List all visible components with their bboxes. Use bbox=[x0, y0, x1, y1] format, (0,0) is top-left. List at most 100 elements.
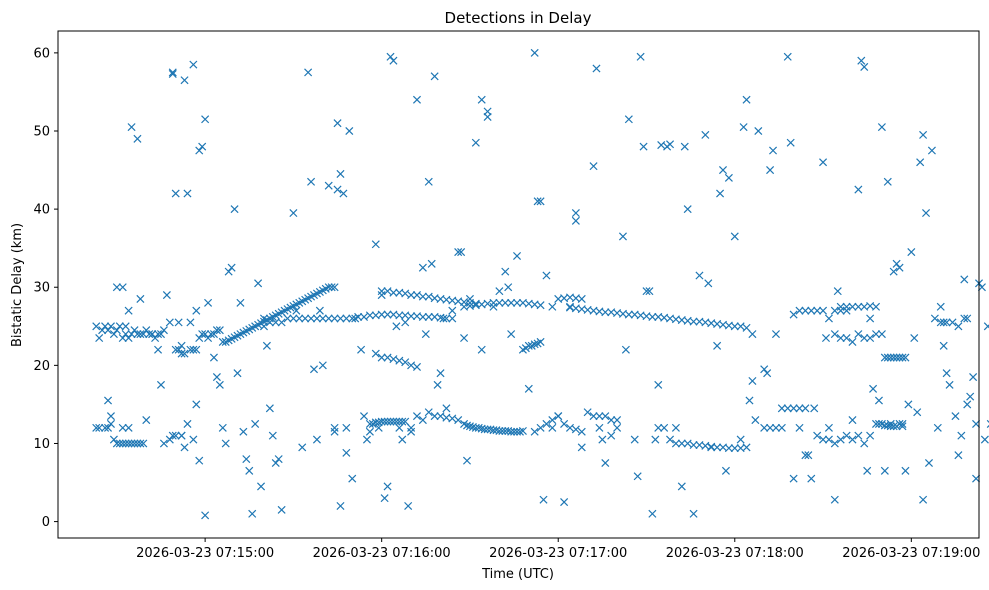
detection-marker bbox=[156, 330, 166, 339]
detection-marker bbox=[880, 466, 889, 475]
detection-marker bbox=[874, 396, 883, 405]
detection-marker bbox=[577, 294, 586, 303]
detection-marker bbox=[109, 435, 118, 444]
detection-marker bbox=[421, 330, 430, 339]
detection-marker bbox=[786, 138, 795, 147]
detection-marker bbox=[307, 314, 316, 323]
detection-marker bbox=[898, 419, 907, 428]
detection-marker bbox=[177, 349, 186, 358]
detection-marker bbox=[454, 248, 463, 257]
detection-marker bbox=[183, 419, 192, 428]
detection-marker bbox=[180, 76, 189, 85]
detection-marker bbox=[886, 422, 895, 431]
detection-marker bbox=[215, 326, 224, 335]
detection-marker bbox=[189, 345, 198, 354]
detection-marker bbox=[215, 380, 224, 389]
detection-marker bbox=[607, 431, 616, 440]
detection-marker bbox=[751, 416, 760, 425]
detection-marker bbox=[145, 330, 154, 339]
detection-marker bbox=[124, 423, 133, 432]
detection-marker bbox=[724, 173, 733, 182]
detection-marker bbox=[554, 412, 563, 421]
x-tick-label: 2026-03-23 07:18:00 bbox=[666, 546, 804, 561]
detection-marker bbox=[957, 431, 966, 440]
detection-marker bbox=[542, 271, 551, 280]
detection-marker bbox=[871, 330, 881, 339]
detection-marker bbox=[133, 330, 142, 339]
detection-marker bbox=[201, 511, 210, 520]
detection-marker bbox=[118, 423, 127, 432]
detection-marker bbox=[133, 439, 142, 448]
detection-marker bbox=[901, 353, 910, 362]
detection-marker bbox=[168, 68, 177, 77]
detection-marker bbox=[283, 314, 292, 323]
detection-marker bbox=[824, 435, 833, 444]
detection-marker bbox=[871, 302, 881, 311]
detection-marker bbox=[412, 362, 422, 371]
detection-marker bbox=[362, 435, 371, 444]
detection-marker bbox=[92, 322, 101, 331]
detection-marker bbox=[171, 189, 180, 198]
detection-marker bbox=[530, 48, 539, 57]
detection-marker bbox=[513, 251, 522, 261]
detection-marker bbox=[745, 396, 754, 405]
detection-marker bbox=[671, 423, 680, 432]
plot-background bbox=[58, 31, 979, 538]
detection-marker bbox=[462, 421, 472, 430]
detection-marker bbox=[807, 306, 816, 315]
detection-marker bbox=[766, 166, 775, 175]
detection-marker bbox=[683, 205, 692, 214]
detection-marker bbox=[830, 439, 839, 448]
detection-marker bbox=[542, 419, 551, 428]
detection-marker bbox=[148, 330, 157, 339]
detection-marker bbox=[407, 427, 416, 436]
detection-marker bbox=[813, 306, 822, 315]
detection-marker bbox=[801, 404, 810, 413]
detection-marker bbox=[901, 466, 910, 475]
detection-marker bbox=[892, 259, 901, 268]
detection-marker bbox=[660, 423, 669, 432]
detection-marker bbox=[977, 283, 986, 292]
detection-marker bbox=[842, 306, 851, 315]
detection-marker bbox=[471, 138, 480, 147]
detection-marker bbox=[889, 267, 898, 276]
detection-marker bbox=[524, 384, 533, 393]
detection-marker bbox=[330, 283, 339, 292]
detection-marker bbox=[916, 158, 925, 167]
detection-marker bbox=[401, 417, 410, 426]
detection-marker bbox=[986, 419, 989, 428]
detection-marker bbox=[424, 177, 433, 186]
detection-marker bbox=[124, 306, 133, 315]
detection-marker bbox=[133, 134, 142, 143]
detection-marker bbox=[318, 314, 327, 323]
detection-marker bbox=[530, 340, 539, 349]
detection-marker bbox=[854, 302, 863, 311]
detection-marker bbox=[121, 330, 130, 339]
detection-marker bbox=[848, 416, 857, 425]
detection-marker bbox=[365, 419, 374, 428]
detection-marker bbox=[677, 482, 686, 491]
detection-marker bbox=[298, 443, 307, 452]
detection-marker bbox=[277, 505, 286, 514]
detection-marker bbox=[533, 197, 542, 206]
detection-marker bbox=[377, 310, 386, 319]
detection-marker bbox=[960, 314, 969, 323]
detection-marker bbox=[227, 263, 236, 272]
detection-marker bbox=[95, 333, 104, 343]
detection-marker bbox=[295, 314, 304, 323]
detection-marker bbox=[477, 95, 486, 104]
detection-marker bbox=[103, 326, 113, 335]
y-tick-label: 40 bbox=[33, 203, 50, 218]
detection-marker bbox=[571, 208, 580, 218]
detection-marker bbox=[830, 495, 839, 504]
x-tick-label: 2026-03-23 07:19:00 bbox=[842, 546, 980, 561]
y-tick-label: 60 bbox=[33, 46, 50, 61]
detection-marker bbox=[389, 288, 398, 297]
detection-marker bbox=[192, 400, 201, 409]
x-tick-label: 2026-03-23 07:16:00 bbox=[313, 546, 451, 561]
y-tick-label: 10 bbox=[33, 437, 50, 452]
detection-marker bbox=[548, 302, 557, 311]
detection-marker bbox=[695, 271, 704, 280]
detection-marker bbox=[589, 412, 598, 421]
detection-marker bbox=[159, 326, 168, 335]
